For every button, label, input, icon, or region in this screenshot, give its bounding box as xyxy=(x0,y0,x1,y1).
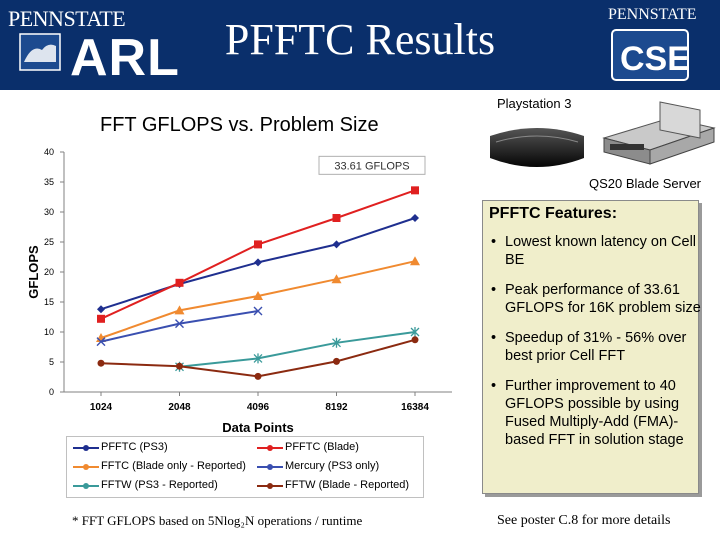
y-tick-label: 25 xyxy=(44,237,54,247)
data-point xyxy=(411,214,419,222)
ps3-console-image xyxy=(490,128,584,167)
features-heading: PFFTC Features: xyxy=(489,205,618,222)
y-tick-label: 35 xyxy=(44,177,54,187)
data-point xyxy=(333,357,340,365)
qs20-blade-server-image xyxy=(602,101,716,165)
legend-label: PFFTC (PS3) xyxy=(101,441,168,453)
y-tick-label: 5 xyxy=(49,357,54,367)
cse-wordmark: CSE xyxy=(620,40,690,78)
data-point xyxy=(175,319,184,329)
ps3-label: Playstation 3 xyxy=(497,96,572,111)
data-point xyxy=(410,256,420,266)
legend-label: FFTC (Blade only - Reported) xyxy=(101,460,246,472)
y-tick-label: 10 xyxy=(44,327,54,337)
data-point xyxy=(176,362,183,370)
data-point xyxy=(411,336,419,344)
feature-item: Speedup of 31% - 56% over best prior Cel… xyxy=(491,329,701,365)
data-point xyxy=(332,214,341,222)
data-point xyxy=(411,186,419,195)
qs20-label: QS20 Blade Server xyxy=(589,176,702,191)
x-tick-label: 4096 xyxy=(247,402,270,413)
cse-logo: PENNSTATE CSE xyxy=(560,0,720,90)
chart-legend: PFFTC (PS3) PFFTC (Blade) FFTC (Blade only… xyxy=(66,436,424,498)
legend-label: PFFTC (Blade) xyxy=(285,441,359,453)
arl-logo: PENNSTATE ARL xyxy=(0,0,190,90)
x-tick-label: 8192 xyxy=(325,402,348,413)
feature-item: Peak performance of 33.61 GFLOPS for 16K… xyxy=(491,281,701,317)
feature-item: Further improvement to 40 GFLOPS possibl… xyxy=(491,377,701,449)
features-list: Lowest known latency on Cell BE Peak per… xyxy=(491,233,701,461)
pennstate-wordmark-right: PENNSTATE xyxy=(608,6,697,23)
pennstate-wordmark-left: PENNSTATE xyxy=(8,6,126,31)
series-line xyxy=(179,331,416,368)
legend-label: FFTW (PS3 - Reported) xyxy=(101,479,218,491)
y-tick-label: 0 xyxy=(49,387,54,397)
legend-swatch xyxy=(73,464,99,470)
nittany-lion-icon xyxy=(19,33,61,71)
page-title: PFFTC Results xyxy=(224,15,496,64)
data-point xyxy=(332,337,341,348)
x-tick-label: 2048 xyxy=(168,402,191,413)
legend-marker xyxy=(83,464,89,470)
legend-marker xyxy=(267,483,273,489)
y-tick-label: 40 xyxy=(44,147,54,157)
y-axis-label: GFLOPS xyxy=(26,245,41,299)
data-point xyxy=(253,291,263,300)
y-tick-label: 15 xyxy=(44,297,54,307)
arl-wordmark: ARL xyxy=(70,29,180,87)
legend-swatch xyxy=(73,483,99,489)
legend-marker xyxy=(267,464,273,470)
x-tick-label: 1024 xyxy=(90,402,113,413)
data-point xyxy=(174,305,185,315)
y-tick-label: 30 xyxy=(44,207,54,217)
feature-item: Lowest known latency on Cell BE xyxy=(491,233,701,269)
y-tick-label: 20 xyxy=(44,267,54,277)
data-point xyxy=(253,353,263,364)
legend-swatch xyxy=(73,445,99,451)
data-point xyxy=(97,314,105,323)
data-point xyxy=(254,240,262,249)
legend-label: Mercury (PS3 only) xyxy=(285,460,380,472)
x-tick-label: 16384 xyxy=(401,402,429,413)
data-point xyxy=(175,278,184,287)
peak-annotation-label: 33.61 GFLOPS xyxy=(334,160,409,172)
legend-marker xyxy=(83,445,89,451)
legend-swatch xyxy=(257,464,283,470)
data-point xyxy=(97,359,105,367)
data-point xyxy=(331,274,342,284)
legend-swatch xyxy=(257,483,283,489)
data-point xyxy=(410,327,420,337)
legend-marker xyxy=(83,483,89,489)
data-point xyxy=(254,258,262,267)
data-point xyxy=(97,305,105,314)
x-axis-label: Data Points xyxy=(222,420,294,435)
cse-shield-icon xyxy=(611,29,689,81)
data-point xyxy=(96,337,106,347)
features-box: PFFTC Features: Lowest known latency on … xyxy=(482,200,701,494)
poster-reference: See poster C.8 for more details xyxy=(497,513,671,528)
legend-label: FFTW (Blade - Reported) xyxy=(285,479,410,491)
peak-annotation-box xyxy=(318,155,426,175)
legend-marker xyxy=(267,445,273,451)
data-point xyxy=(254,372,262,380)
data-point xyxy=(332,240,341,249)
footnote: * FFT GFLOPS based on 5Nlog₂N operations… xyxy=(72,513,363,528)
header-bar: PENNSTATE ARL PFFTC Results PENNSTATE CS… xyxy=(0,0,720,90)
chart-title: FFT GFLOPS vs. Problem Size xyxy=(100,114,379,136)
data-point xyxy=(253,306,263,316)
series-line xyxy=(100,310,259,343)
legend-swatch xyxy=(257,445,283,451)
gflops-line-chart: 0 5 10 15 20 25 30 35 40 1024 2048 4096 8192 16384 Dat… xyxy=(26,147,452,435)
